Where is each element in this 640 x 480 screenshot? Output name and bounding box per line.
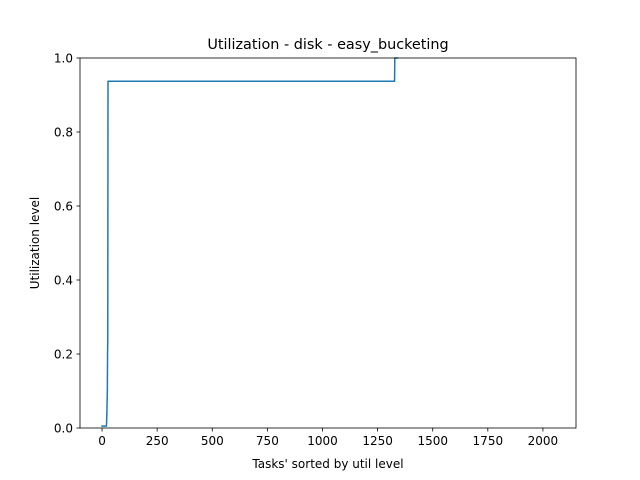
y-tick-label: 0.8 bbox=[54, 126, 73, 140]
x-tick-label: 1750 bbox=[473, 434, 504, 448]
y-tick-label: 0.4 bbox=[54, 274, 73, 288]
series-layer bbox=[102, 58, 397, 426]
y-tick-label: 0.2 bbox=[54, 348, 73, 362]
series-line-0 bbox=[102, 58, 397, 426]
y-tick-label: 0.0 bbox=[54, 422, 73, 436]
chart-title: Utilization - disk - easy_bucketing bbox=[207, 37, 448, 53]
x-axis-label: Tasks' sorted by util level bbox=[251, 457, 403, 471]
x-tick-label: 750 bbox=[256, 434, 279, 448]
x-tick-label: 500 bbox=[201, 434, 224, 448]
y-axis-label: Utilization level bbox=[28, 197, 42, 289]
x-tick-label: 1500 bbox=[417, 434, 448, 448]
x-tick-label: 1250 bbox=[362, 434, 393, 448]
x-tick-label: 0 bbox=[98, 434, 106, 448]
x-tick-label: 250 bbox=[146, 434, 169, 448]
y-tick-label: 0.6 bbox=[54, 200, 73, 214]
x-axis: 0 250 500 750 1000 1250 1500 1750 2000 bbox=[98, 428, 558, 448]
x-tick-label: 1000 bbox=[307, 434, 338, 448]
y-tick-label: 1.0 bbox=[54, 52, 73, 66]
y-axis: 0.0 0.2 0.4 0.6 0.8 1.0 bbox=[54, 52, 80, 436]
plot-frame bbox=[80, 58, 576, 428]
plot-area bbox=[80, 58, 576, 428]
x-tick-label: 2000 bbox=[528, 434, 559, 448]
